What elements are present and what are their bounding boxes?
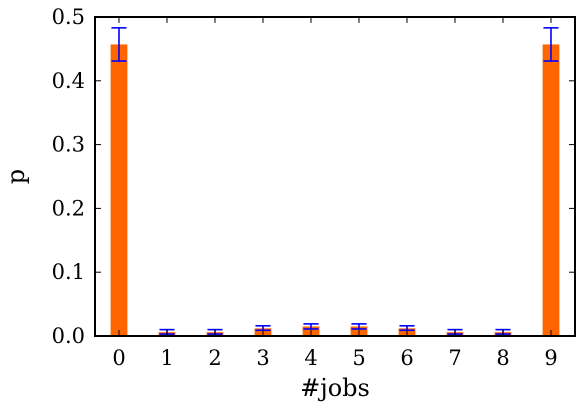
bar-9: [543, 44, 560, 336]
y-tick-label-0.5: 0.5: [52, 5, 85, 29]
y-tick-label-0.4: 0.4: [52, 69, 85, 93]
y-tick-label-0.3: 0.3: [52, 133, 85, 157]
y-tick-label-0.2: 0.2: [52, 196, 85, 220]
x-tick-label-7: 7: [448, 346, 461, 370]
x-tick-label-5: 5: [352, 346, 365, 370]
x-axis-label: #jobs: [300, 374, 370, 402]
x-tick-label-1: 1: [160, 346, 173, 370]
y-tick-label-0.0: 0.0: [52, 324, 85, 348]
y-tick-label-0.1: 0.1: [52, 260, 85, 284]
bar-0: [111, 44, 128, 336]
y-axis-label: p: [2, 169, 30, 184]
x-tick-label-6: 6: [400, 346, 413, 370]
x-tick-label-0: 0: [112, 346, 125, 370]
x-tick-label-3: 3: [256, 346, 269, 370]
x-tick-label-9: 9: [544, 346, 557, 370]
x-tick-label-2: 2: [208, 346, 221, 370]
x-tick-label-4: 4: [304, 346, 317, 370]
x-tick-label-8: 8: [496, 346, 509, 370]
plot-frame: [95, 17, 575, 336]
axis-ticks: 0 1 2 3 4 5 6 7 8 9 0.0 0.1 0.2 0.3 0.4 0.5: [52, 5, 575, 370]
plot-area: [111, 28, 560, 336]
